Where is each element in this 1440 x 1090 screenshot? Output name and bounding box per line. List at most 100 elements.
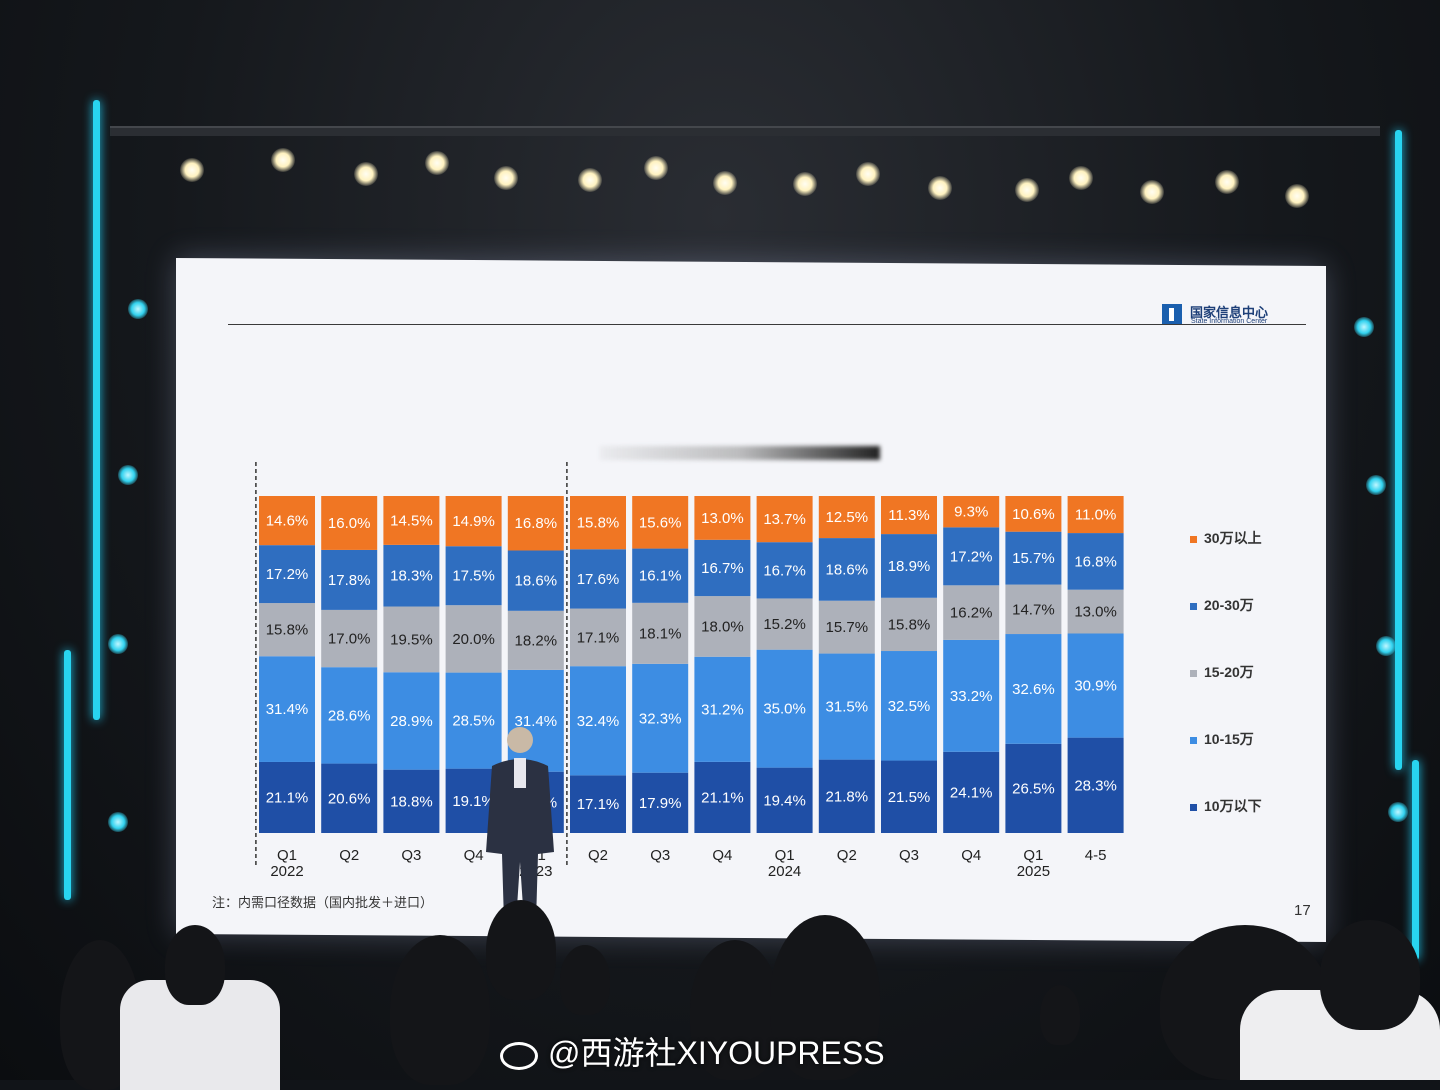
data-label: 35.0% xyxy=(763,701,806,718)
bar-segment xyxy=(1067,589,1124,634)
bar-segment xyxy=(943,585,1000,640)
data-label: 32.5% xyxy=(888,698,931,715)
bar-segment xyxy=(694,539,751,597)
weibo-icon xyxy=(500,1041,538,1070)
bar-segment xyxy=(632,602,689,664)
legend-swatch xyxy=(1190,535,1197,543)
spotlight xyxy=(644,156,668,180)
bar-segment xyxy=(881,534,937,598)
data-label: 16.2% xyxy=(950,605,993,622)
ring-light xyxy=(1366,475,1386,495)
lighting-truss xyxy=(110,126,1380,136)
data-label: 33.2% xyxy=(950,688,993,705)
spotlight xyxy=(180,158,204,182)
data-label: 19.5% xyxy=(390,631,433,648)
x-tick-label: Q1 xyxy=(1023,847,1043,864)
bar-segment xyxy=(507,669,564,772)
ring-light xyxy=(1354,317,1374,337)
ring-light xyxy=(1388,802,1408,822)
bar-segment xyxy=(756,598,813,650)
audience-head xyxy=(1320,920,1420,1030)
spotlight xyxy=(713,171,737,195)
legend-label: 30万以上 xyxy=(1204,530,1262,546)
ring-light xyxy=(108,812,128,832)
data-label: 30.9% xyxy=(1074,678,1117,695)
bar-segment xyxy=(1067,633,1124,738)
bar-segment xyxy=(881,597,937,652)
data-label: 16.1% xyxy=(639,568,682,585)
bar-segment xyxy=(570,608,626,667)
data-label: 16.8% xyxy=(1074,553,1117,570)
data-label: 15.7% xyxy=(1012,550,1055,567)
data-label: 14.7% xyxy=(1012,601,1055,618)
bar-segment xyxy=(259,496,315,546)
bar-segment xyxy=(756,649,813,768)
legend-item: 30万以上 xyxy=(1190,528,1262,548)
spotlight xyxy=(1140,180,1164,204)
data-label: 28.5% xyxy=(452,713,495,730)
bar-segment xyxy=(570,549,626,609)
data-label: 18.8% xyxy=(390,793,433,810)
bar-segment xyxy=(756,767,813,833)
data-label: 32.3% xyxy=(639,710,682,727)
data-label: 17.0% xyxy=(328,631,371,648)
header-rule xyxy=(228,324,1306,325)
x-tick-label: Q4 xyxy=(712,847,732,864)
legend-label: 10-15万 xyxy=(1204,731,1254,747)
bar-segment xyxy=(259,603,315,657)
spotlight xyxy=(1069,166,1093,190)
bar-segment xyxy=(1005,634,1062,744)
data-label: 31.2% xyxy=(701,701,744,718)
audience-head xyxy=(560,945,610,1015)
data-label: 31.4% xyxy=(515,713,558,730)
data-label: 17.8% xyxy=(328,572,371,589)
data-label: 21.5% xyxy=(888,789,931,806)
bar-segment xyxy=(694,656,751,762)
data-label: 18.1% xyxy=(639,625,682,642)
x-tick-label: 4-5 xyxy=(1085,847,1107,864)
x-tick-label: Q2 xyxy=(837,847,857,864)
watermark: @西游社XIYOUPRESS xyxy=(500,1028,885,1074)
bar-segment xyxy=(321,609,378,668)
bar-segment xyxy=(570,775,626,833)
ring-light xyxy=(1376,636,1396,656)
bar-segment xyxy=(321,763,378,833)
bar-segment xyxy=(1067,496,1124,534)
data-label: 20.0% xyxy=(452,631,495,648)
x-tick-label: Q1 xyxy=(277,847,297,864)
spotlight xyxy=(1015,178,1039,202)
bar-segment xyxy=(445,605,502,673)
data-label: 15.8% xyxy=(266,622,309,639)
x-tick-label: Q3 xyxy=(401,847,421,864)
data-label: 31.5% xyxy=(826,699,869,716)
data-label: 14.6% xyxy=(266,513,309,530)
logo-title-en: State Information Center xyxy=(1191,318,1268,325)
x-tick-label: Q2 xyxy=(588,847,608,864)
data-label: 15.6% xyxy=(639,514,682,531)
audience-head xyxy=(165,925,225,1005)
audience-head xyxy=(1040,985,1080,1045)
spotlight xyxy=(578,168,602,192)
data-label: 17.1% xyxy=(577,629,620,646)
ring-light xyxy=(118,465,138,485)
legend-swatch xyxy=(1190,669,1197,677)
spotlight xyxy=(1285,184,1309,208)
watermark-text: @西游社XIYOUPRESS xyxy=(548,1035,885,1071)
audience-head xyxy=(486,900,556,1000)
data-label: 17.2% xyxy=(950,548,993,565)
data-label: 13.0% xyxy=(1074,604,1117,621)
bar-segment xyxy=(1005,531,1062,585)
bar-segment xyxy=(383,606,440,673)
bar-segment xyxy=(943,527,1000,586)
bar-segment xyxy=(818,653,875,760)
bar-segment xyxy=(632,663,689,773)
bar-segment xyxy=(259,545,315,604)
bar-segment xyxy=(943,751,1000,833)
bar-segment xyxy=(694,596,751,657)
led-strip xyxy=(1412,760,1419,960)
data-label: 18.9% xyxy=(888,558,931,575)
data-label: 21.1% xyxy=(701,789,744,806)
bar-segment xyxy=(632,772,689,833)
bar-segment xyxy=(507,550,564,611)
x-tick-label: Q3 xyxy=(899,847,919,864)
